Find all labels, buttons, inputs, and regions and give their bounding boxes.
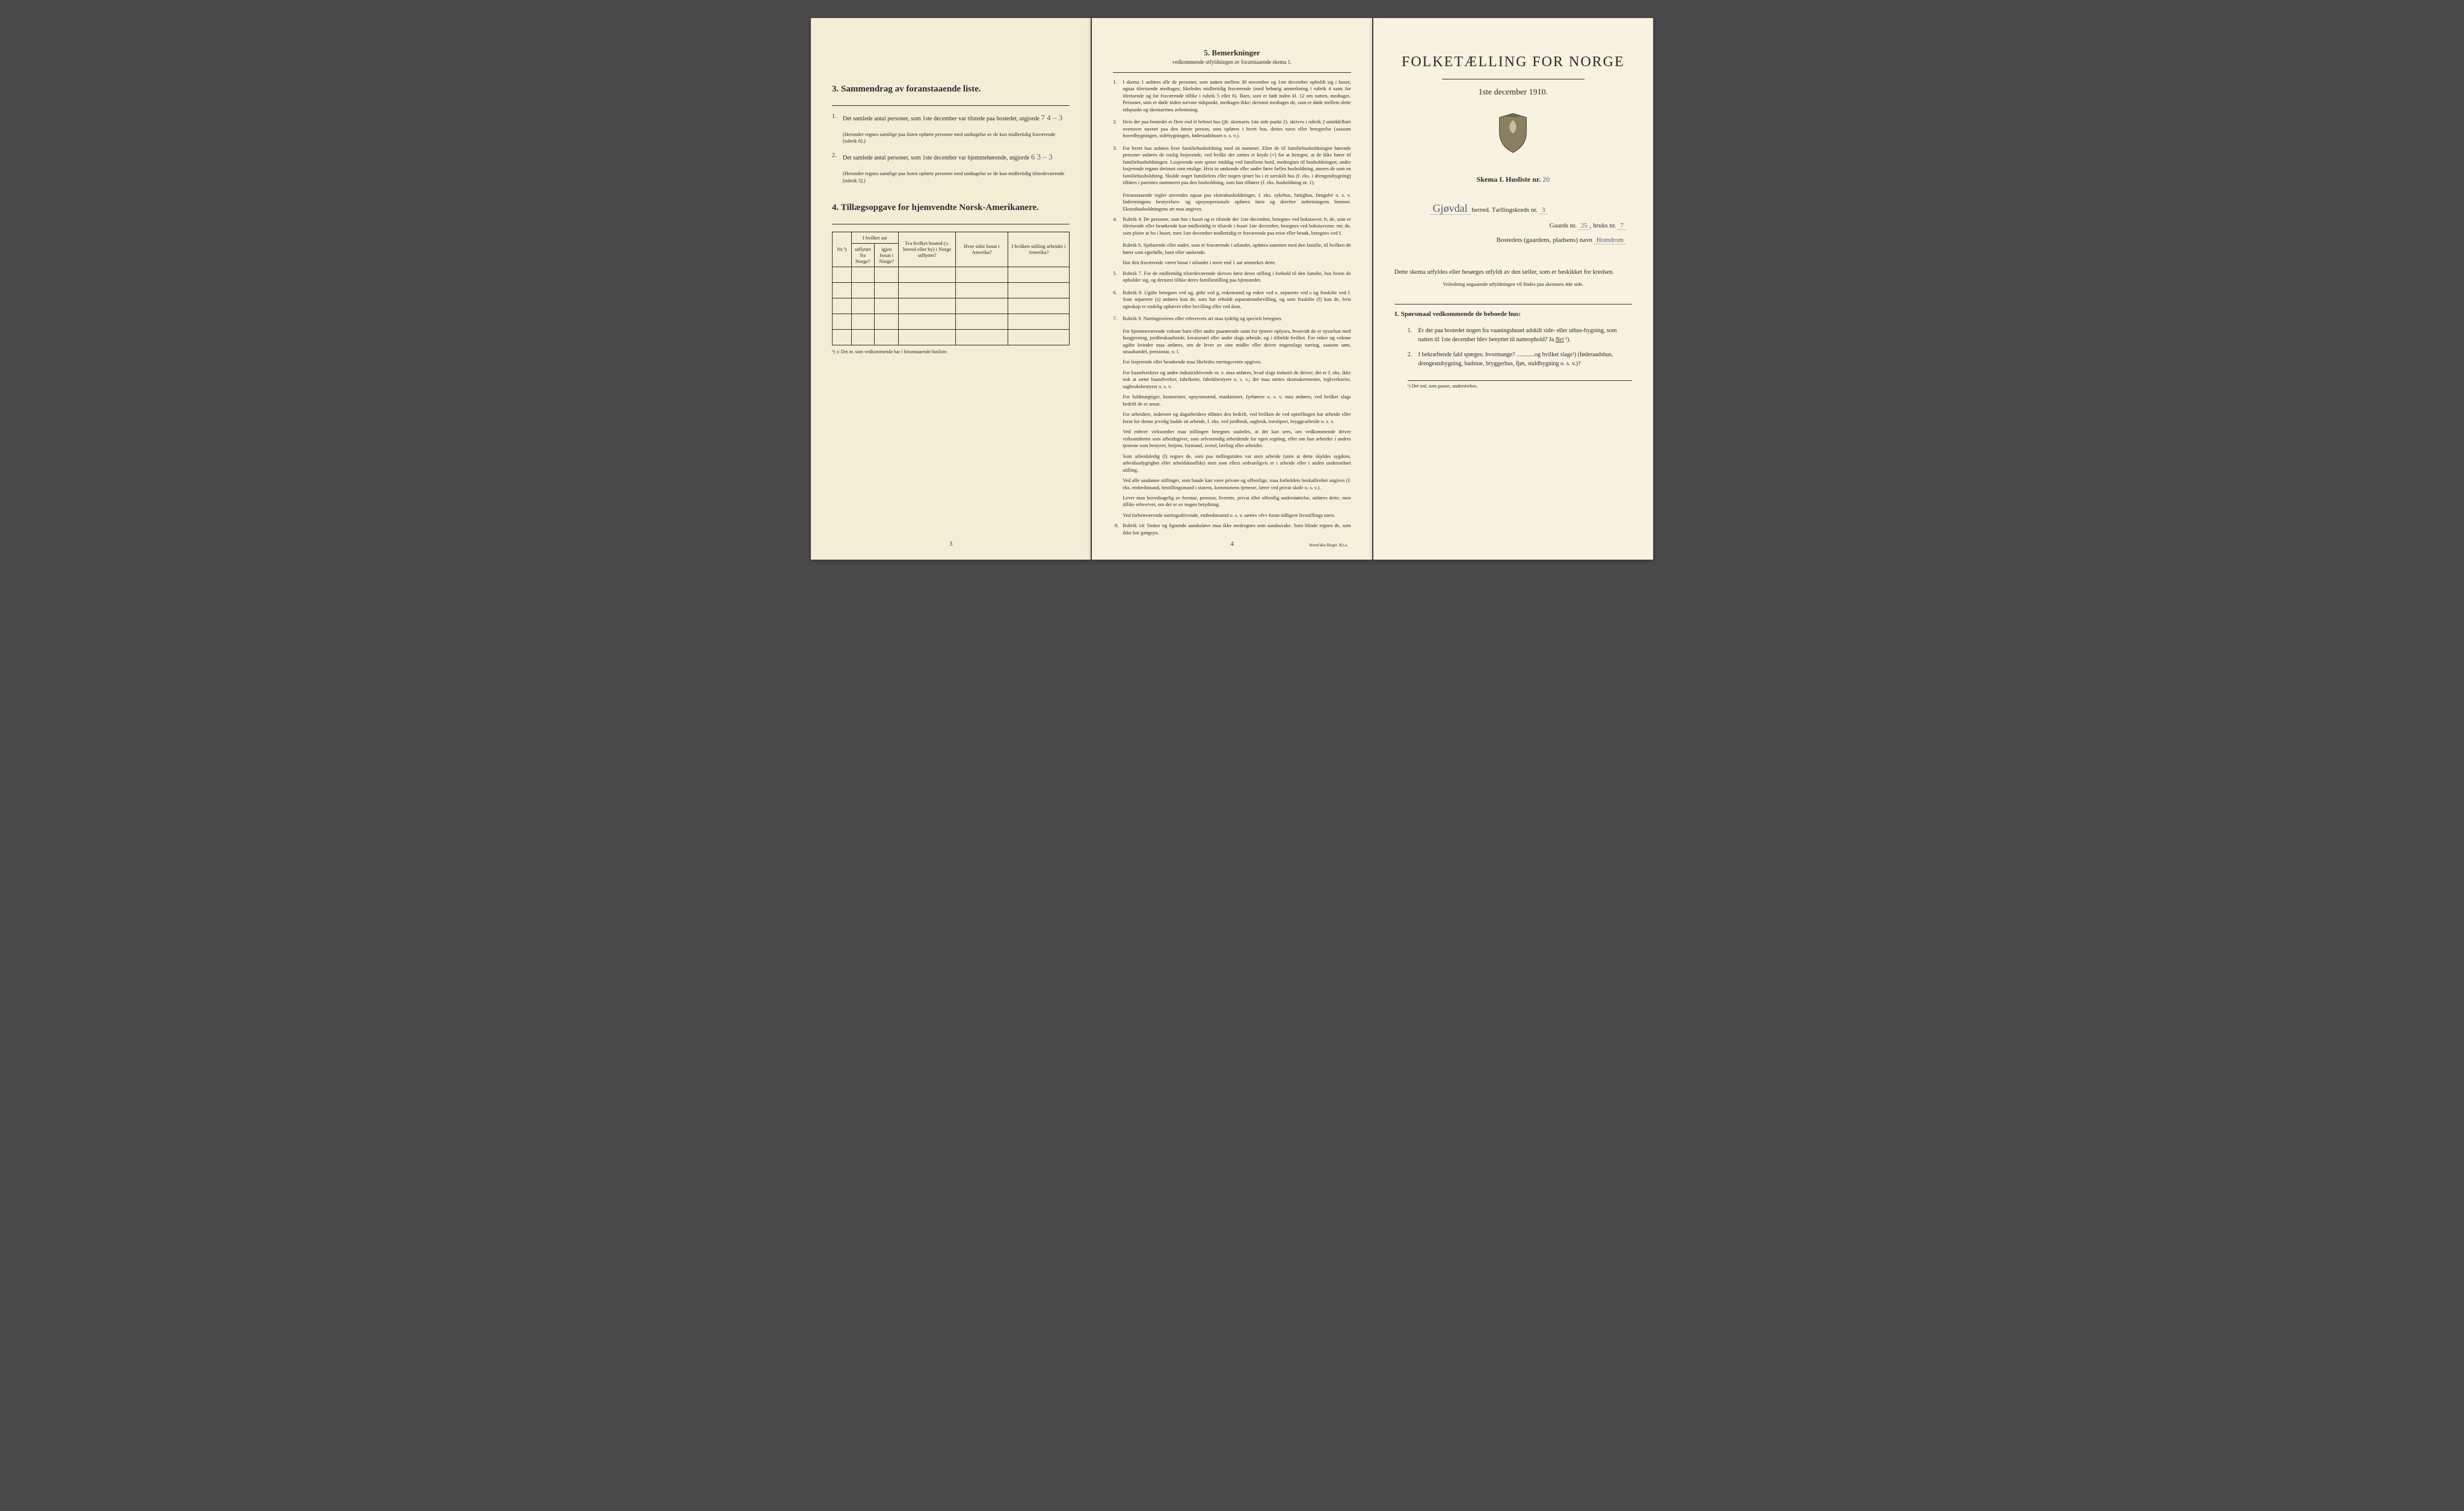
table-row: [833, 282, 1070, 298]
husliste-nr: 20: [1542, 175, 1550, 184]
summary-note-1: (Herunder regnes samtlige paa listen opf…: [843, 131, 1070, 146]
gaards-nr: 25: [1578, 222, 1590, 230]
th-nr: Nr.¹): [833, 232, 852, 267]
bosted-line: Bostedets (gaardens, pladsens) navn Homd…: [1394, 236, 1632, 244]
handwritten-count-1: 7 4 – 3: [1041, 113, 1062, 122]
remark-7: Rubrik 9. Næringsveiens eller erhvervets…: [1123, 315, 1351, 322]
remark-7e: For arbeidere, inderster og dagarbeidere…: [1123, 411, 1351, 425]
census-title: FOLKETÆLLING FOR NORGE: [1394, 54, 1632, 70]
th-stilling: I hvilken stilling arbeidet i Amerika?: [1008, 232, 1070, 267]
remark-7c: For haandverkere og andre industridriven…: [1123, 369, 1351, 390]
addendum-table: Nr.¹) I hvilket aar Fra hvilket bosted (…: [832, 232, 1070, 345]
kreds-nr: 3: [1539, 206, 1548, 214]
section-4: 4. Tillægsopgave for hjemvendte Norsk-Am…: [832, 203, 1070, 354]
coat-of-arms-icon: [1394, 112, 1632, 157]
page-number: 3: [949, 541, 952, 548]
section-4-title: 4. Tillægsopgave for hjemvendte Norsk-Am…: [832, 203, 1070, 213]
remark-1: I skema 1 anføres alle de personer, som …: [1123, 79, 1351, 113]
page3-footnote: ¹) Det ord, som passer, understrekes.: [1408, 380, 1632, 389]
remark-7i: Lever man hovedsagelig av formue, pensio…: [1123, 495, 1351, 508]
bruks-nr: 7: [1618, 222, 1626, 230]
remark-7b: For losjerende eller besøkende maa likel…: [1123, 359, 1351, 365]
question-2: 2. I bekræftende fald spørges: hvormange…: [1408, 350, 1632, 368]
answer-nei: Nei: [1556, 336, 1564, 343]
divider: [832, 105, 1070, 106]
summary-item-2: 2. Det samlede antal personer, som 1ste …: [832, 151, 1070, 163]
census-date: 1ste december 1910.: [1394, 88, 1632, 97]
th-bosted: Fra hvilket bosted (ɔ: herred eller by) …: [899, 232, 956, 267]
remark-7d: For fuldmægtiger, kontorister, opsynsmæn…: [1123, 394, 1351, 407]
page-left: 3. Sammendrag av foranstaaende liste. 1.…: [811, 18, 1091, 560]
section-3-title: 3. Sammendrag av foranstaaende liste.: [832, 84, 1070, 94]
table-footnote: ¹) ɔ: Det nr. som vedkommende har i fora…: [832, 349, 1070, 354]
table-row: [833, 329, 1070, 345]
section-5-title: 5. Bemerkninger: [1113, 48, 1351, 58]
divider: [1113, 72, 1351, 73]
page-middle: 5. Bemerkninger vedkommende utfyldningen…: [1092, 18, 1372, 560]
table-row: [833, 314, 1070, 329]
printer-mark: Steen'ske Bogtr. Kr.a.: [1309, 542, 1348, 548]
th-year: I hvilket aar: [851, 232, 899, 243]
summary-item-1: 1. Det samlede antal personer, som 1ste …: [832, 112, 1070, 124]
herred-line: Gjøvdal herred. Tællingskreds nr. 3: [1431, 202, 1632, 215]
question-1: 1. Er der paa bostedet nogen fra vaaning…: [1408, 326, 1632, 344]
handwritten-count-2: 6 3 – 3: [1031, 152, 1053, 161]
remark-8: Rubrik 14: Sinker og lignende aandssløve…: [1123, 522, 1351, 536]
summary-note-2: (Herunder regnes samtlige paa listen opf…: [843, 170, 1070, 185]
remark-3b: Foranstaaende regler anvendes ogsaa paa …: [1123, 192, 1351, 212]
document-spread: 3. Sammendrag av foranstaaende liste. 1.…: [811, 18, 1653, 560]
remark-4b: Rubrik 6. Sjøfarende eller andre, som er…: [1123, 242, 1351, 256]
skema-line: Skema I. Husliste nr. 20: [1394, 175, 1632, 184]
remark-7h: Ved alle saadanne stillinger, som baade …: [1123, 477, 1351, 491]
th-sidst: Hvor sidst bosat i Amerika?: [956, 232, 1008, 267]
instruction-text: Dette skema utfyldes eller besørges utfy…: [1394, 268, 1632, 277]
remark-7f: Ved enhver virksomhet maa stillingen bet…: [1123, 428, 1351, 449]
remark-3: For hvert hus anføres hver familiehushol…: [1123, 145, 1351, 187]
question-heading: 1. Spørsmaal vedkommende de beboede hus:: [1394, 311, 1632, 318]
table-row: [833, 298, 1070, 314]
remark-6: Rubrik 8. Ugifte betegnes ved ug, gifte …: [1123, 289, 1351, 310]
remark-7g: Som arbeidsledig (l) regnes de, som paa …: [1123, 453, 1351, 474]
vejledning-text: Veiledning angaaende utfyldningen vil fi…: [1394, 281, 1632, 287]
remark-7j: Ved forhenværende næringsdrivende, embed…: [1123, 512, 1351, 519]
th-igjen: igjen bosat i Norge?: [875, 243, 899, 267]
remark-4: Rubrik 4. De personer, som bor i huset o…: [1123, 216, 1351, 236]
gaards-line: Gaards nr. 25, bruks nr. 7: [1394, 222, 1632, 229]
table-row: [833, 267, 1070, 282]
th-utflyttet: utflyttet fra Norge?: [851, 243, 875, 267]
page-right: FOLKETÆLLING FOR NORGE 1ste december 191…: [1373, 18, 1653, 560]
remark-5: Rubrik 7. For de midlertidig tilstedevær…: [1123, 270, 1351, 284]
remark-2: Hvis der paa bostedet er flere end ét be…: [1123, 119, 1351, 139]
bosted-name: Homdrom: [1594, 236, 1626, 244]
herred-name: Gjøvdal: [1431, 202, 1470, 215]
remarks-list: 1.I skema 1 anføres alle de personer, so…: [1113, 79, 1351, 536]
remark-4c: Har den fraværende været bosat i utlande…: [1123, 259, 1351, 266]
remark-7a: For hjemmeværende voksne barn eller andr…: [1123, 328, 1351, 356]
page-number: 4: [1230, 541, 1233, 548]
section-5-subtitle: vedkommende utfyldningen av foranstaaend…: [1113, 59, 1351, 65]
